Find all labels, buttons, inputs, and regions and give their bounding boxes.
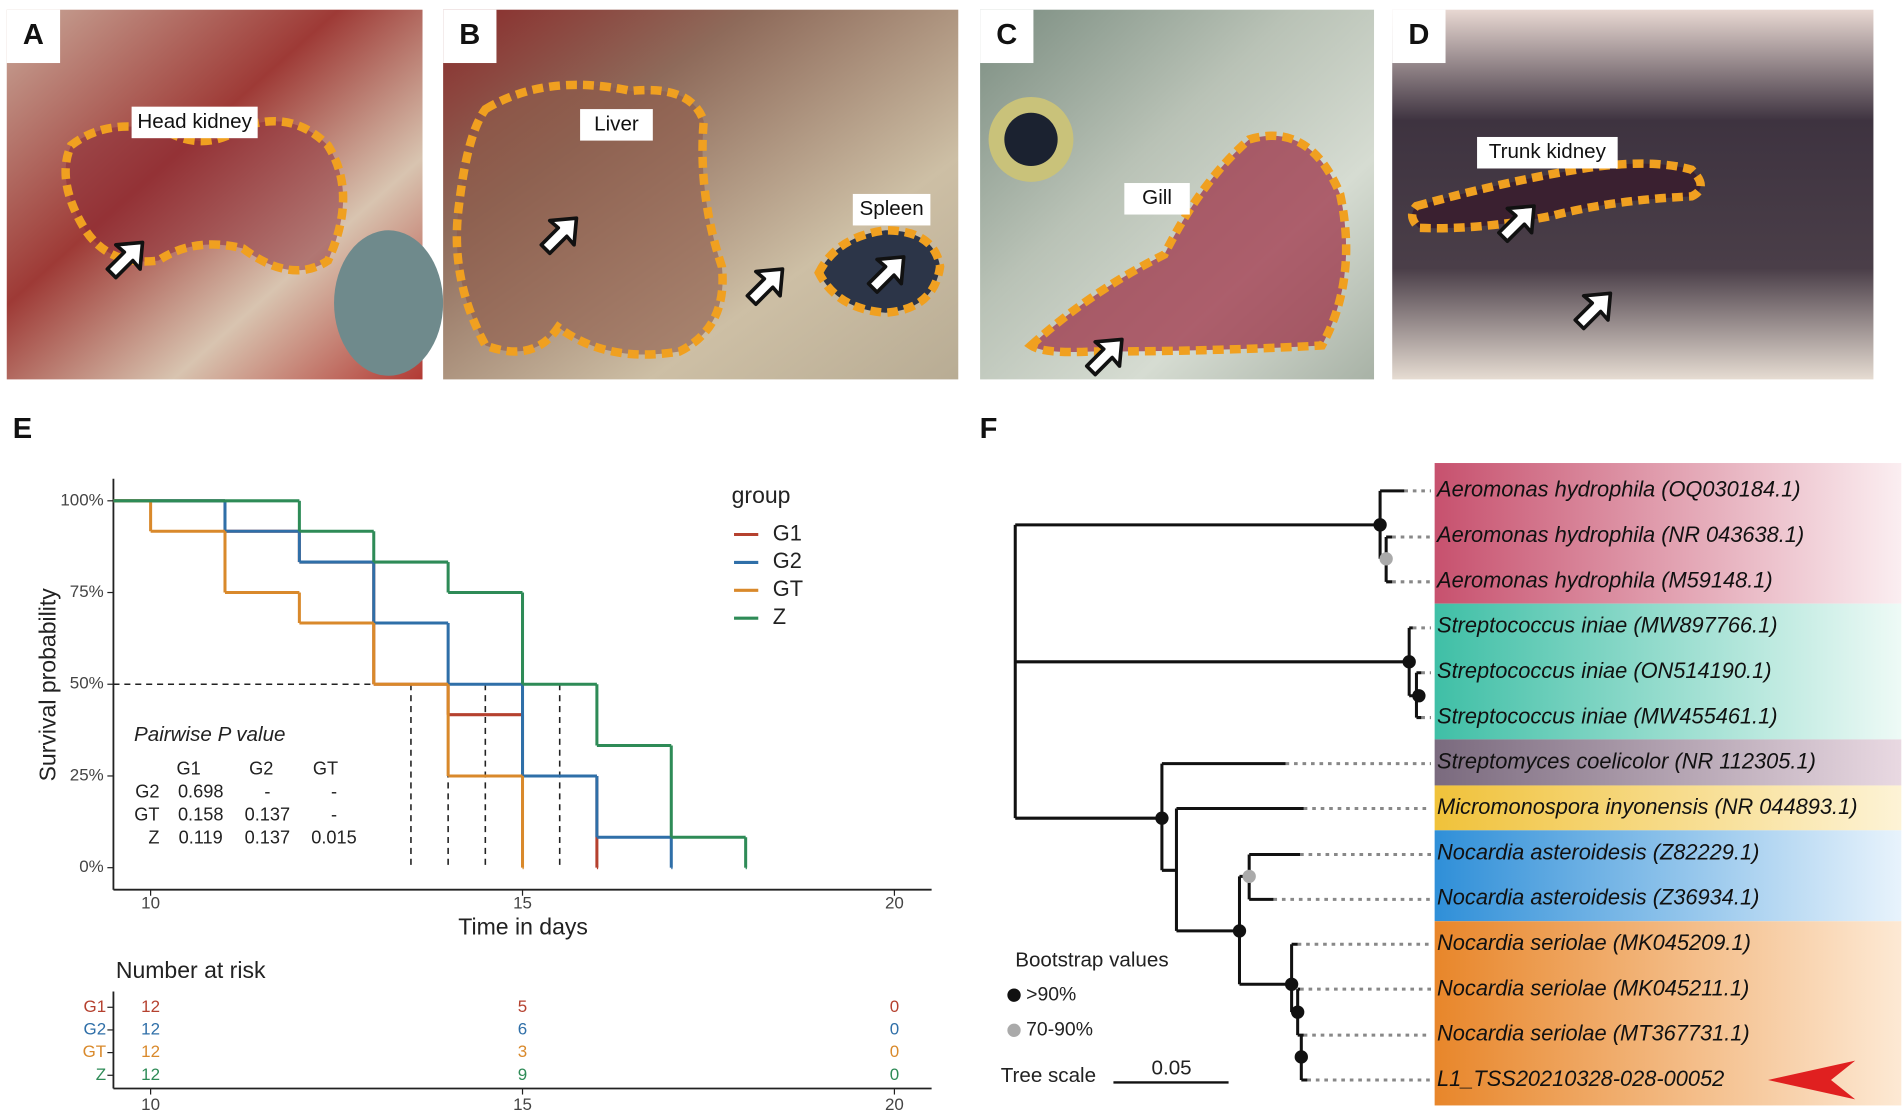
risk-count: 0 [890,997,899,1016]
photo-label: Head kidney [137,110,252,133]
leaf-label: Aeromonas hydrophila (OQ030184.1) [1435,477,1801,502]
legend-label: Z [773,604,786,629]
scale-value: 0.05 [1152,1057,1192,1080]
x-tick-label: 20 [885,894,904,913]
leaf-label: Aeromonas hydrophila (M59148.1) [1435,567,1773,592]
y-axis-label: Survival probability [34,588,60,782]
bootstrap-title: Bootstrap values [1015,949,1168,972]
pairwise-cell: 0.015 [311,828,356,848]
photo-label-box [1124,183,1190,215]
panel-label: A [23,19,44,51]
pairwise-cell: 0.698 [178,782,223,802]
leaf-label: Aeromonas hydrophila (NR 043638.1) [1435,522,1804,547]
risk-row-label: G2 [84,1019,107,1038]
panel-label: B [459,19,480,51]
pairwise-cell: 0.158 [178,805,223,825]
y-tick-label: 50% [70,674,104,693]
pairwise-col: G2 [249,758,273,778]
y-tick-label: 75% [70,582,104,601]
photo-label-box [131,106,258,139]
leaf-label: Nocardia asteroidesis (Z36934.1) [1437,885,1759,910]
panel-label: D [1408,19,1429,51]
leaf-label: Nocardia seriolae (MT367731.1) [1437,1021,1750,1046]
photo-d [1392,9,1874,380]
pairwise-title: Pairwise P value [134,723,285,746]
tree-leaders [1273,489,1431,1082]
pairwise-row: G2 [135,782,159,802]
leaf-label: Nocardia seriolae (MK045209.1) [1437,930,1751,955]
legend-label: G1 [773,520,802,545]
leaf-label: Streptococcus iniae (ON514190.1) [1437,658,1771,683]
photo-label-box [580,109,653,141]
risk-count: 9 [518,1065,527,1084]
pairwise-col: G1 [176,758,200,778]
photo-label-box [852,193,931,226]
x-tick-label: 15 [513,894,532,913]
risk-row-label: G1 [84,997,107,1016]
photo-c [980,9,1375,380]
risk-count: 12 [141,997,160,1016]
risk-row-label: Z [96,1065,106,1084]
risk-count: 12 [141,1019,160,1038]
risk-count: 3 [518,1042,527,1061]
legend-label: G2 [773,548,802,573]
leaf-label: Streptomyces coelicolor (NR 112305.1) [1437,749,1816,774]
y-tick-label: 25% [70,765,104,784]
pairwise-cell: - [331,782,337,802]
panel-label: E [13,413,32,445]
panel-label: C [996,19,1017,51]
leaf-label: Streptococcus iniae (MW897766.1) [1437,613,1777,638]
risk-count: 0 [890,1019,899,1038]
photo-a [6,9,444,380]
x-axis-label: Time in days [458,914,588,940]
pairwise-cell: 0.137 [245,828,290,848]
risk-count: 0 [890,1065,899,1084]
legend-title: group [732,482,791,508]
photo-label: Spleen [860,197,924,220]
leaf-label: L1_TSS20210328-028-00052 [1437,1066,1724,1091]
legend-label: GT [773,576,803,601]
pairwise-row: GT [134,805,159,825]
risk-count: 0 [890,1042,899,1061]
highlight-arrow [1767,1060,1856,1100]
pairwise-cell: 0.119 [179,828,223,848]
leaf-label: Streptococcus iniae (MW455461.1) [1437,703,1777,728]
tree-backgrounds [1434,463,1902,1106]
leaf-label: Nocardia seriolae (MK045211.1) [1437,975,1749,1000]
risk-count: 6 [518,1019,527,1038]
pairwise-row: Z [148,828,159,848]
risk-count: 12 [141,1065,160,1084]
risk-count: 12 [141,1042,160,1061]
bootstrap-item: 70-90% [1026,1018,1093,1040]
pairwise-cell: - [264,782,270,802]
scale-label: Tree scale [1001,1064,1096,1087]
panel-label: F [980,413,998,445]
risk-x-tick-label: 20 [885,1095,904,1114]
photo-label: Liver [594,112,639,135]
photo-label: Gill [1142,186,1172,209]
risk-x-tick-label: 10 [141,1095,160,1114]
pairwise-cell: - [331,805,337,825]
leaf-label: Nocardia asteroidesis (Z82229.1) [1437,839,1759,864]
x-tick-label: 10 [141,894,160,913]
pairwise-cell: 0.137 [245,805,290,825]
bootstrap-item: >90% [1026,983,1076,1005]
risk-title: Number at risk [116,957,266,983]
bootstrap-nodes [1007,518,1426,1064]
photo-label-box [1477,136,1618,169]
risk-count: 5 [518,997,527,1016]
risk-row-label: GT [83,1042,107,1061]
photo-label: Trunk kidney [1489,140,1607,163]
y-tick-label: 0% [79,857,104,876]
risk-x-tick-label: 15 [513,1095,532,1114]
pairwise-col: GT [313,758,338,778]
leaf-label: Micromonospora inyonensis (NR 044893.1) [1437,794,1857,819]
y-tick-label: 100% [60,490,103,509]
